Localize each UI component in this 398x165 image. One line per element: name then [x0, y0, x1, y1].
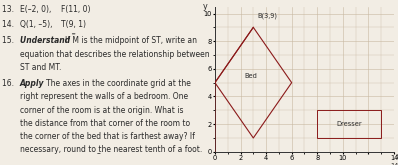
Text: Understand: Understand: [20, 36, 72, 45]
Text: Dresser: Dresser: [336, 121, 362, 127]
Text: Q(1, –5),: Q(1, –5),: [20, 20, 55, 29]
Text: –: –: [97, 149, 100, 158]
Text: 14: 14: [390, 163, 398, 165]
Text: necessary, round to the nearest tenth of a foot.: necessary, round to the nearest tenth of…: [20, 145, 202, 154]
Text: Apply: Apply: [20, 79, 47, 88]
Bar: [317, 110, 381, 138]
Text: Bed: Bed: [244, 73, 257, 79]
Text: right represent the walls of a bedroom. One: right represent the walls of a bedroom. …: [20, 92, 188, 101]
Text: T(9, 1): T(9, 1): [61, 20, 86, 29]
Text: E(–2, 0),: E(–2, 0),: [20, 5, 53, 14]
Text: 15.: 15.: [2, 36, 17, 45]
Text: B(3,9): B(3,9): [257, 13, 277, 19]
Text: If M is the midpoint of ST, write an: If M is the midpoint of ST, write an: [65, 36, 197, 45]
Text: the corner of the bed that is farthest away? If: the corner of the bed that is farthest a…: [20, 132, 195, 141]
Text: The axes in the coordinate grid at the: The axes in the coordinate grid at the: [45, 79, 190, 88]
Text: F(11, 0): F(11, 0): [61, 5, 91, 14]
Text: corner of the room is at the origin. What is: corner of the room is at the origin. Wha…: [20, 106, 183, 115]
Text: ST and MT.: ST and MT.: [20, 63, 61, 72]
Text: y: y: [202, 2, 207, 11]
Text: 14.: 14.: [2, 20, 17, 29]
Text: equation that describes the relationship between: equation that describes the relationship…: [20, 50, 209, 59]
Text: 16.: 16.: [2, 79, 17, 88]
Text: x: x: [396, 152, 398, 161]
Text: the distance from that corner of the room to: the distance from that corner of the roo…: [20, 119, 190, 128]
Text: 13.: 13.: [2, 5, 17, 14]
